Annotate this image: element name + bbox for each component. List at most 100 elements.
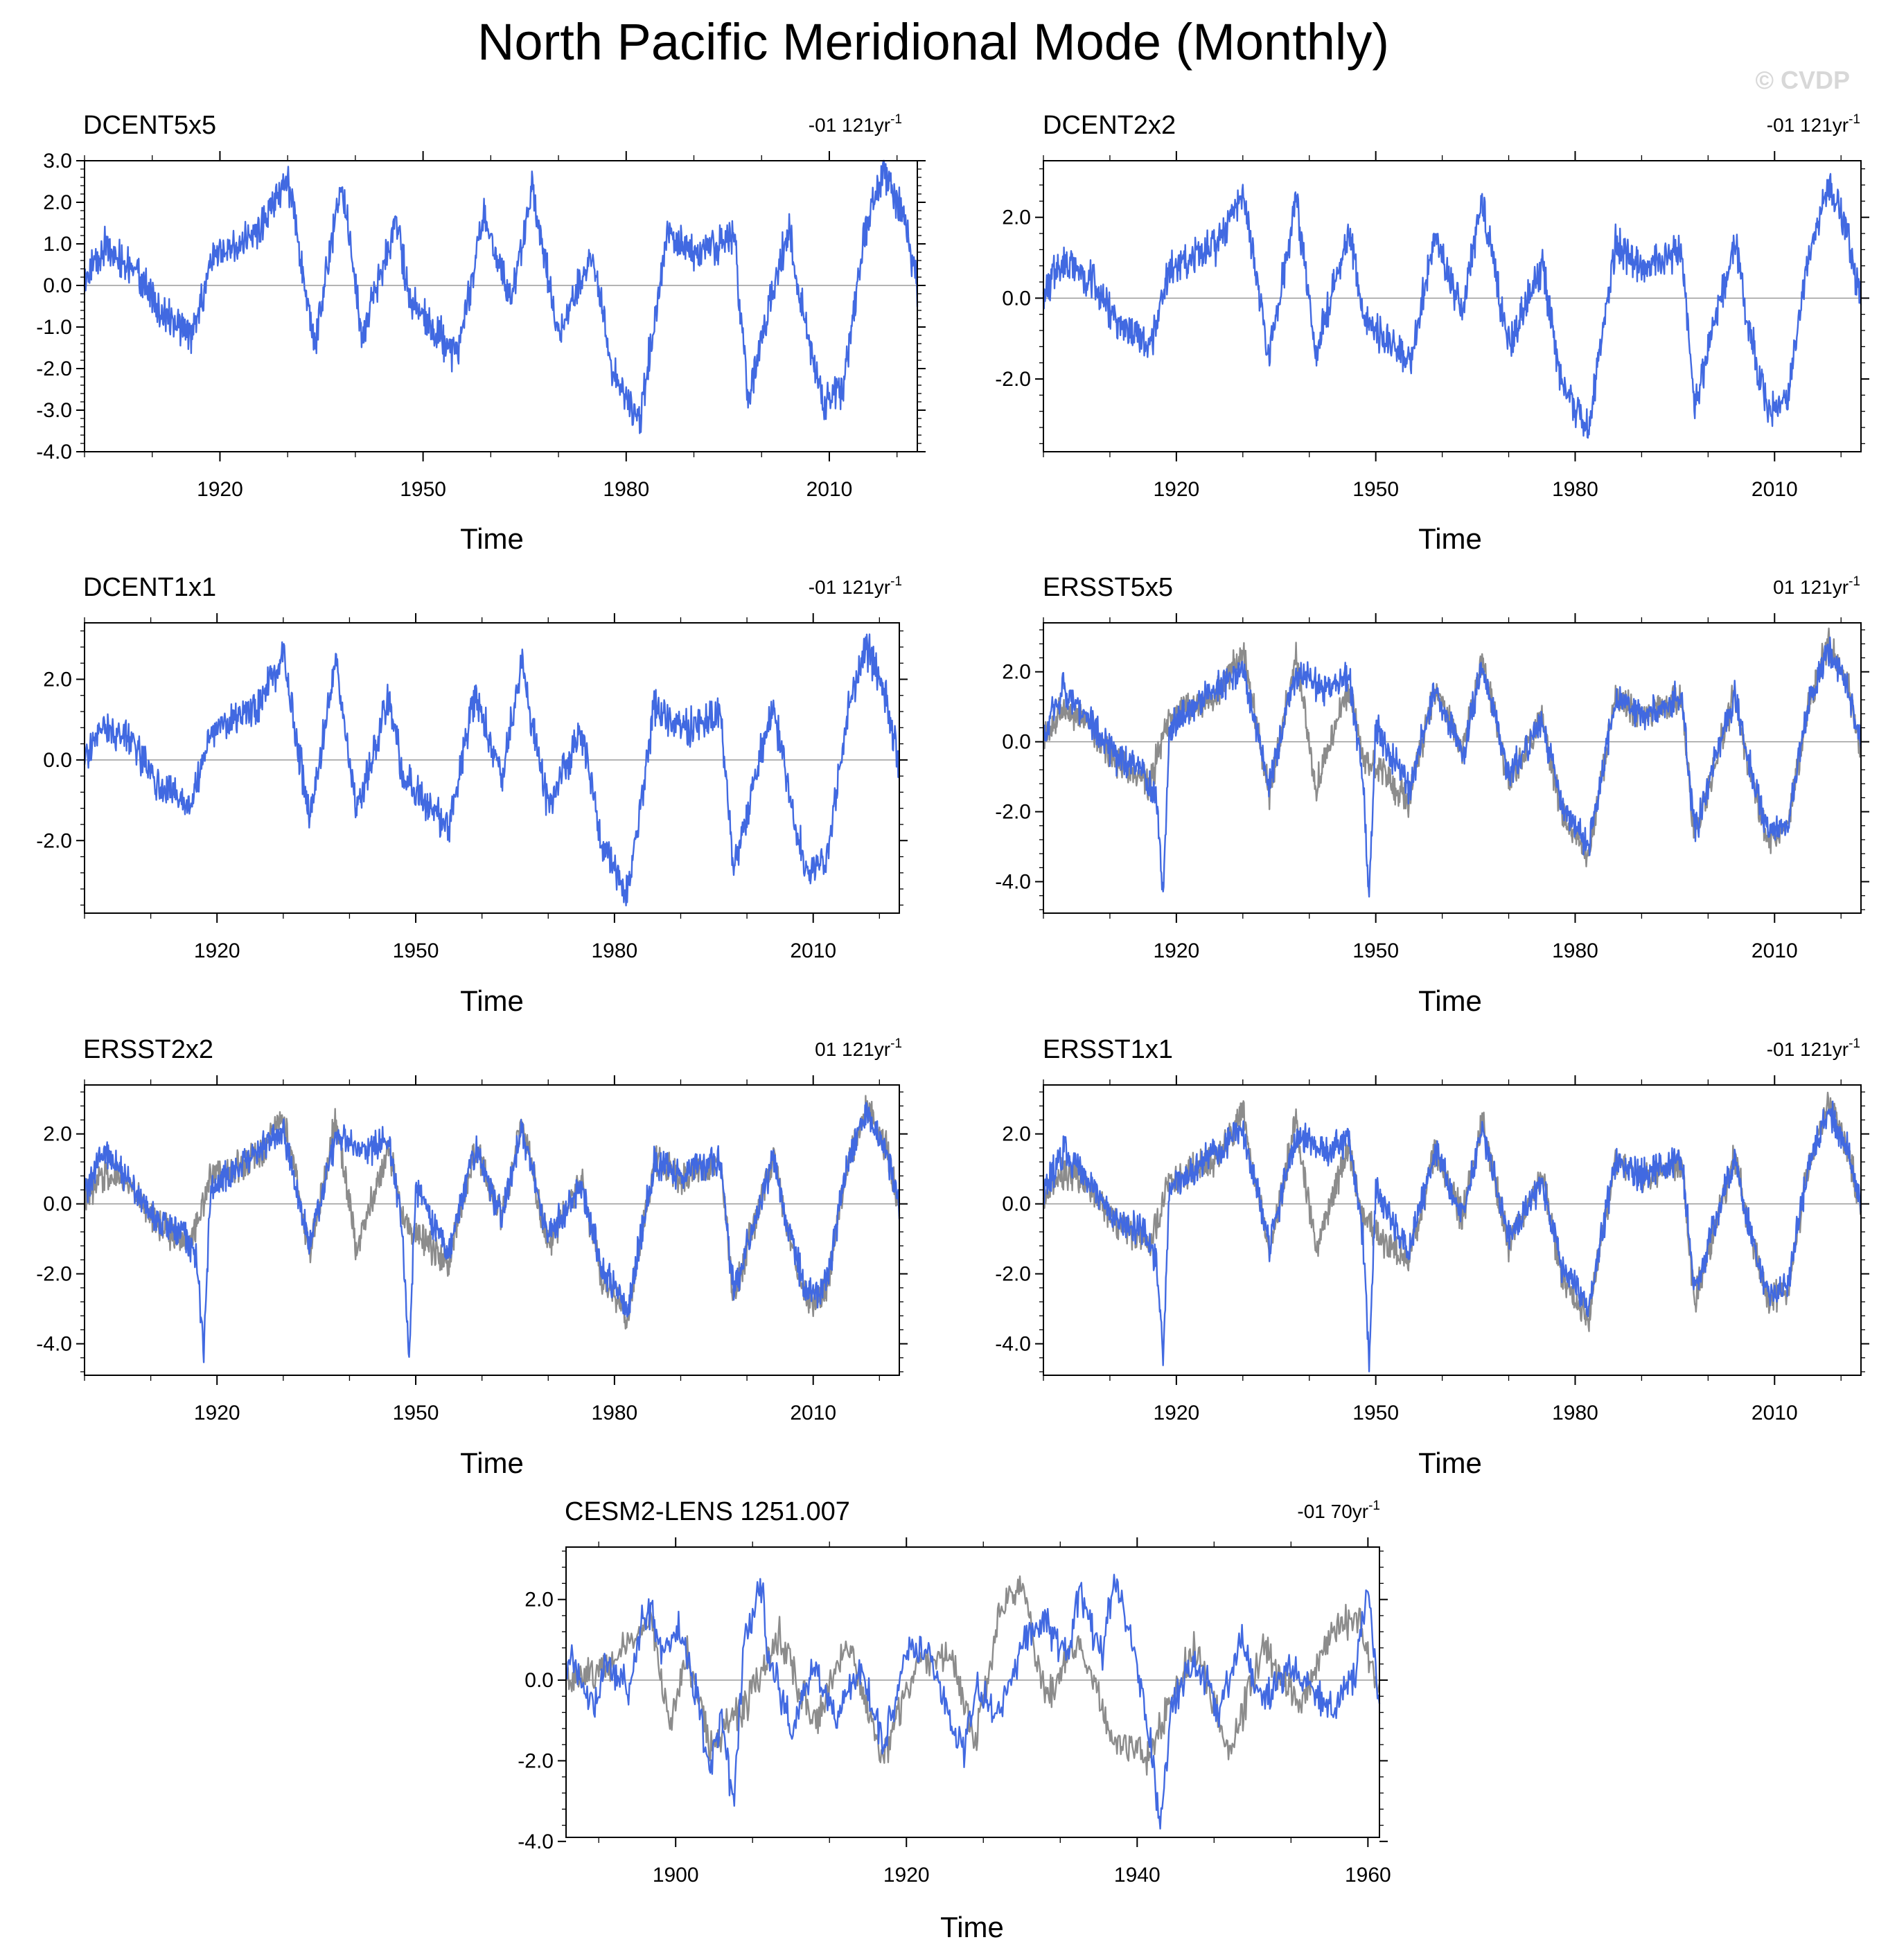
y-tick-label: 2.0 [1002, 206, 1031, 229]
series-line [83, 159, 919, 434]
x-tick-label: 1950 [1352, 939, 1399, 962]
trend-label: -01 121yr-1 [809, 112, 902, 136]
x-axis-label: Time [460, 1447, 524, 1479]
panel-title: ERSST5x5 [1043, 573, 1173, 602]
y-tick-label: 0.0 [43, 749, 72, 772]
y-tick-label: -1.0 [36, 316, 72, 339]
plot-area: 2.0 0.0 -2.0 1920 1950 1980 2010 [36, 613, 908, 962]
panel-dcent5x5: DCENT5x5 -01 121yr-1 3.0 2.0 1.0 0.0 -1.0 -2.… [36, 111, 926, 555]
panel-dcent2x2: DCENT2x2 -01 121yr-1 2.0 0.0 -2.0 1920 1950 1… [995, 111, 1869, 555]
trend-exponent: -1 [1849, 574, 1860, 589]
plot-area: 2.0 0.0 -2.0 -4.0 1900 1920 1940 1960 [518, 1537, 1391, 1887]
trend-exponent: -1 [890, 574, 902, 589]
y-tick-label: 2.0 [1002, 1123, 1031, 1146]
y-tick-label: 0.0 [1002, 1193, 1031, 1216]
plot-area: 2.0 0.0 -2.0 -4.0 1920 1950 1980 2010 [36, 1075, 908, 1424]
panel-ersst5x5: ERSST5x5 01 121yr-1 2.0 0.0 -2.0 -4.0 1920 19… [995, 573, 1869, 1017]
x-tick-label: 1950 [393, 1402, 439, 1424]
panel-title: DCENT1x1 [83, 573, 216, 602]
plot-frame [84, 1084, 900, 1376]
trend-label: -01 121yr-1 [1767, 1036, 1860, 1060]
x-axis-label: Time [460, 522, 524, 555]
x-tick-label: 2010 [1752, 478, 1798, 501]
panel-cesm2-lens: CESM2-LENS 1251.007 -01 70yr-1 2.0 0.0 -2.… [518, 1497, 1391, 1943]
trend-value: -01 121yr [809, 114, 890, 136]
panel-title: CESM2-LENS 1251.007 [565, 1497, 850, 1526]
panel-title: ERSST2x2 [83, 1035, 213, 1064]
x-tick-label: 2010 [1752, 1402, 1798, 1424]
trend-value: -01 121yr [1767, 1039, 1849, 1060]
x-tick-label: 1950 [1352, 1402, 1399, 1424]
x-tick-label: 1980 [592, 939, 638, 962]
trend-label: 01 121yr-1 [1773, 574, 1860, 598]
y-tick-label: -2.0 [36, 1263, 72, 1286]
x-tick-label: 1900 [653, 1864, 699, 1887]
x-axis-label: Time [940, 1911, 1004, 1943]
y-tick-label: -2.0 [36, 829, 72, 852]
trend-exponent: -1 [1368, 1499, 1380, 1513]
y-tick-label: -4.0 [36, 1333, 72, 1356]
series-line [1042, 1100, 1862, 1372]
plot-area: 3.0 2.0 1.0 0.0 -1.0 -2.0 -3.0 -4.0 1920 1950 1980… [36, 150, 926, 501]
plot-frame [1043, 160, 1862, 452]
series-line [83, 1102, 901, 1363]
panel-ersst2x2: ERSST2x2 01 121yr-1 2.0 0.0 -2.0 -4.0 1920 19… [36, 1035, 908, 1479]
x-tick-label: 1980 [1552, 1402, 1598, 1424]
y-tick-label: 2.0 [43, 1123, 72, 1146]
trend-label: 01 121yr-1 [815, 1036, 902, 1060]
y-tick-label: 0.0 [524, 1669, 554, 1692]
x-tick-label: 2010 [790, 939, 836, 962]
x-tick-label: 1920 [194, 1402, 240, 1424]
x-axis-label: Time [1418, 1447, 1482, 1479]
y-tick-label: -2.0 [995, 1263, 1031, 1286]
panel-title: ERSST1x1 [1043, 1035, 1173, 1064]
x-tick-label: 1950 [400, 478, 446, 501]
x-axis-label: Time [1418, 985, 1482, 1017]
x-tick-label: 1920 [1153, 478, 1199, 501]
y-tick-label: 0.0 [1002, 731, 1031, 754]
trend-exponent: -1 [890, 1036, 902, 1051]
series-line [1042, 636, 1862, 898]
x-tick-label: 2010 [790, 1402, 836, 1424]
y-tick-label: 2.0 [1002, 661, 1031, 684]
x-tick-label: 1920 [1153, 939, 1199, 962]
plot-area: 2.0 0.0 -2.0 -4.0 1920 1950 1980 2010 [995, 1075, 1869, 1424]
x-axis-label: Time [1418, 522, 1482, 555]
trend-exponent: -1 [1849, 112, 1860, 127]
y-tick-label: -2.0 [995, 368, 1031, 391]
plot-frame [1043, 1084, 1862, 1376]
plot-area: 2.0 0.0 -2.0 -4.0 1920 1950 1980 2010 [995, 613, 1869, 962]
x-tick-label: 2010 [1752, 939, 1798, 962]
x-tick-label: 1980 [1552, 939, 1598, 962]
series-line [1042, 173, 1862, 439]
y-tick-label: 3.0 [43, 150, 72, 173]
plot-frame [84, 622, 900, 914]
y-tick-label: -2.0 [518, 1749, 554, 1772]
x-tick-label: 1980 [592, 1402, 638, 1424]
panel-ersst1x1: ERSST1x1 -01 121yr-1 2.0 0.0 -2.0 -4.0 1920 1… [995, 1035, 1869, 1479]
plot-frame [1043, 622, 1862, 914]
trend-value: 01 121yr [815, 1039, 890, 1060]
plot-frame [565, 1546, 1380, 1838]
trend-exponent: -1 [890, 112, 902, 127]
y-tick-label: -3.0 [36, 399, 72, 422]
x-tick-label: 2010 [806, 478, 853, 501]
series-line [83, 633, 901, 907]
x-tick-label: 1950 [393, 939, 439, 962]
y-tick-label: -4.0 [518, 1830, 554, 1853]
y-tick-label: 2.0 [43, 668, 72, 691]
y-tick-label: -4.0 [995, 871, 1031, 894]
y-tick-label: 2.0 [524, 1589, 554, 1612]
plot-area: 2.0 0.0 -2.0 1920 1950 1980 2010 [995, 151, 1869, 501]
trend-label: -01 121yr-1 [1767, 112, 1860, 136]
x-tick-label: 1920 [197, 478, 243, 501]
y-tick-label: 0.0 [1002, 287, 1031, 310]
x-tick-label: 1960 [1345, 1864, 1391, 1887]
x-tick-label: 1920 [194, 939, 240, 962]
y-tick-label: 1.0 [43, 233, 72, 256]
x-tick-label: 1980 [1552, 478, 1598, 501]
trend-label: -01 70yr-1 [1297, 1499, 1380, 1522]
x-axis-label: Time [460, 985, 524, 1017]
trend-value: 01 121yr [1773, 576, 1849, 598]
